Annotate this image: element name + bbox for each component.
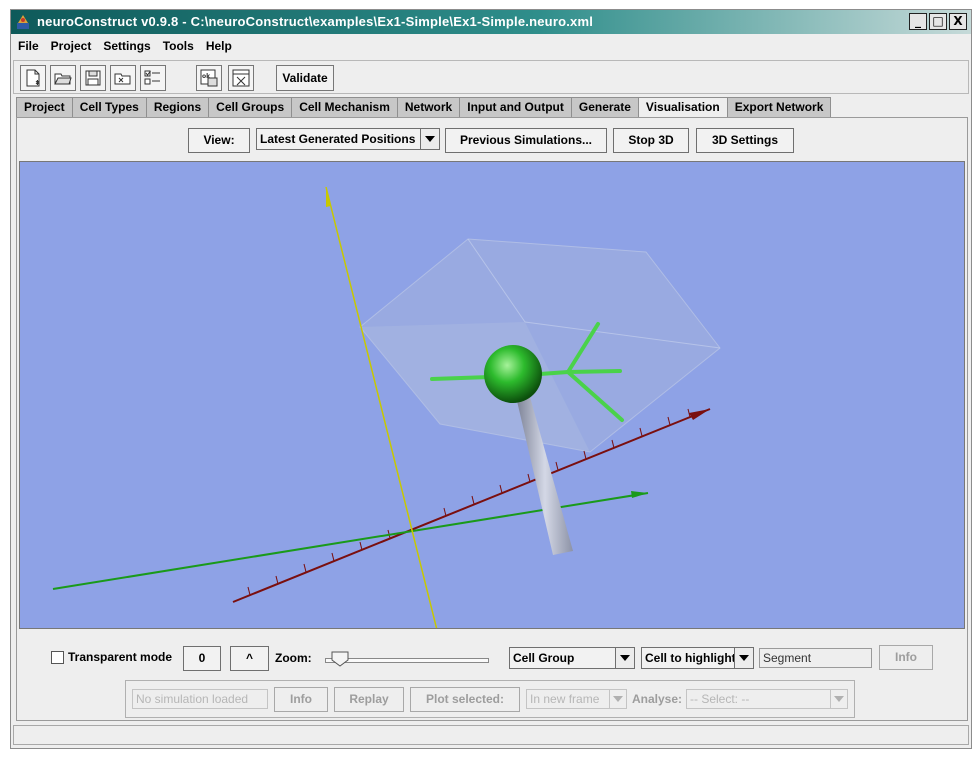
menu-help[interactable]: Help bbox=[205, 39, 232, 53]
status-bar bbox=[13, 725, 969, 745]
transparent-mode-toggle[interactable]: Transparent mode bbox=[51, 650, 172, 664]
analyse-select[interactable]: -- Select: -- bbox=[686, 689, 848, 709]
close-window-icon bbox=[232, 69, 250, 87]
maximize-button[interactable]: □ bbox=[929, 13, 947, 30]
cell-group-select[interactable]: Cell Group bbox=[509, 647, 635, 669]
view-bar: View: Latest Generated Positions Previou… bbox=[17, 118, 967, 158]
tab-input-output[interactable]: Input and Output bbox=[459, 97, 572, 117]
close-project-button[interactable] bbox=[110, 65, 136, 91]
validate-button[interactable]: Validate bbox=[276, 65, 334, 91]
simulation-replay-panel: No simulation loaded Info Replay Plot se… bbox=[125, 680, 855, 718]
menu-settings[interactable]: Settings bbox=[103, 39, 151, 53]
chevron-down-icon bbox=[734, 648, 753, 668]
chevron-down-icon bbox=[609, 690, 626, 708]
main-tabs: Project Cell Types Regions Cell Groups C… bbox=[16, 97, 832, 118]
stop-3d-button[interactable]: Stop 3D bbox=[613, 128, 689, 153]
menu-bar: File Project Settings Tools Help bbox=[11, 35, 971, 57]
transparent-mode-checkbox[interactable] bbox=[51, 650, 64, 664]
replay-button[interactable]: Replay bbox=[334, 687, 404, 712]
simulation-info-button[interactable]: Info bbox=[274, 687, 328, 712]
close-button[interactable]: X bbox=[949, 13, 967, 30]
menu-tools[interactable]: Tools bbox=[162, 39, 194, 53]
tab-generate[interactable]: Generate bbox=[570, 97, 639, 117]
tab-cell-groups[interactable]: Cell Groups bbox=[208, 97, 293, 117]
zoom-label: Zoom: bbox=[275, 651, 312, 665]
counter-button[interactable]: 0 bbox=[183, 646, 221, 671]
minimize-button[interactable]: _ bbox=[909, 13, 927, 30]
frame-select[interactable]: In new frame bbox=[526, 689, 627, 709]
positions-select[interactable]: Latest Generated Positions bbox=[256, 128, 440, 150]
check-html-icon: ok bbox=[200, 69, 218, 87]
cell-highlight-select[interactable]: Cell to highlight bbox=[641, 647, 754, 669]
caret-button[interactable]: ^ bbox=[230, 646, 269, 671]
3d-view-canvas[interactable] bbox=[19, 161, 965, 629]
tab-cell-mechanism[interactable]: Cell Mechanism bbox=[291, 97, 398, 117]
chevron-down-icon bbox=[615, 648, 634, 668]
3d-settings-button[interactable]: 3D Settings bbox=[696, 128, 794, 153]
menu-file[interactable]: File bbox=[18, 39, 39, 53]
previous-simulations-button[interactable]: Previous Simulations... bbox=[445, 128, 607, 153]
title-bar[interactable]: neuroConstruct v0.9.8 - C:\neuroConstruc… bbox=[11, 10, 971, 34]
open-project-icon bbox=[54, 73, 72, 85]
view-button[interactable]: View: bbox=[188, 128, 250, 153]
transparent-mode-label: Transparent mode bbox=[68, 650, 173, 664]
new-project-button[interactable] bbox=[20, 65, 46, 91]
cell-group-select-value: Cell Group bbox=[513, 651, 575, 665]
simulation-status-field[interactable]: No simulation loaded bbox=[132, 689, 268, 709]
chevron-down-icon bbox=[830, 690, 847, 708]
cell-highlight-select-value: Cell to highlight bbox=[645, 651, 736, 665]
y-axis bbox=[325, 186, 438, 628]
save-project-icon bbox=[85, 70, 101, 86]
tab-export-network[interactable]: Export Network bbox=[726, 97, 832, 117]
soma bbox=[484, 345, 542, 403]
tab-cell-types[interactable]: Cell Types bbox=[71, 97, 147, 117]
visualisation-panel: View: Latest Generated Positions Previou… bbox=[16, 117, 968, 721]
analyse-select-value: -- Select: -- bbox=[690, 692, 750, 706]
tab-regions[interactable]: Regions bbox=[145, 97, 210, 117]
edit-preferences-icon bbox=[144, 70, 160, 85]
close-project-icon bbox=[114, 73, 131, 85]
open-project-button[interactable] bbox=[50, 65, 76, 91]
plot-selected-button[interactable]: Plot selected: bbox=[410, 687, 520, 712]
app-icon bbox=[17, 15, 29, 29]
visualisation-controls: Transparent mode 0 ^ Zoom: Cell Group Ce… bbox=[17, 632, 967, 720]
segment-field[interactable]: Segment bbox=[759, 648, 872, 668]
check-html-button[interactable]: ok bbox=[196, 65, 222, 91]
close-window-button[interactable] bbox=[228, 65, 254, 91]
edit-preferences-button[interactable] bbox=[140, 65, 166, 91]
svg-text:ok: ok bbox=[202, 73, 211, 80]
chevron-down-icon bbox=[420, 129, 439, 149]
positions-select-value: Latest Generated Positions bbox=[260, 132, 416, 146]
tab-visualisation[interactable]: Visualisation bbox=[637, 97, 728, 118]
toolbar: ok Validate bbox=[13, 60, 969, 94]
segment-info-button[interactable]: Info bbox=[879, 645, 933, 670]
window-title: neuroConstruct v0.9.8 - C:\neuroConstruc… bbox=[37, 14, 594, 29]
save-project-button[interactable] bbox=[80, 65, 106, 91]
zoom-slider-thumb[interactable] bbox=[331, 651, 349, 667]
menu-project[interactable]: Project bbox=[50, 39, 92, 53]
analyse-label: Analyse: bbox=[632, 692, 683, 706]
dendrites bbox=[430, 322, 624, 422]
new-project-icon bbox=[26, 69, 40, 87]
frame-select-value: In new frame bbox=[530, 692, 600, 706]
main-window: neuroConstruct v0.9.8 - C:\neuroConstruc… bbox=[10, 9, 972, 749]
tab-project[interactable]: Project bbox=[16, 97, 73, 117]
tab-network[interactable]: Network bbox=[396, 97, 461, 117]
axon bbox=[517, 397, 573, 555]
x-axis bbox=[232, 408, 711, 603]
zoom-slider-track[interactable] bbox=[325, 658, 489, 663]
